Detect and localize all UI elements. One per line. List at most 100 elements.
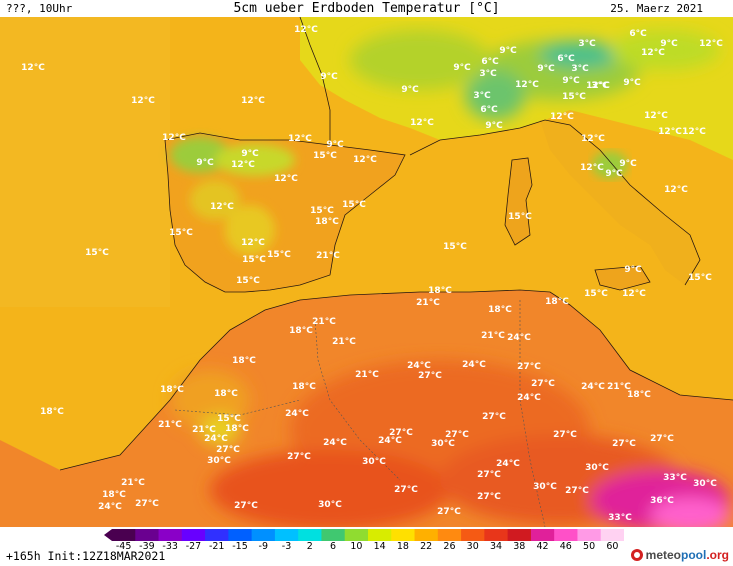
temperature-label: 12°C [658, 127, 682, 137]
temperature-label: 27°C [418, 371, 442, 381]
temperature-label: 15°C [584, 289, 608, 299]
temperature-label: 9°C [196, 158, 214, 168]
temperature-label: 27°C [565, 486, 589, 496]
scale-tick-label: 14 [373, 541, 386, 552]
scale-tick-label: -9 [258, 541, 269, 552]
temperature-label: 18°C [488, 305, 512, 315]
sicily [595, 266, 650, 290]
temperature-label: 12°C [664, 185, 688, 195]
temperature-label: 3°C [571, 64, 589, 74]
scale-swatch [321, 529, 346, 541]
temperature-label: 12°C [210, 202, 234, 212]
temperature-label: 12°C [550, 112, 574, 122]
temperature-label: 6°C [629, 29, 647, 39]
temperature-label: 12°C [294, 25, 318, 35]
temperature-label: 9°C [562, 76, 580, 86]
scale-swatch [344, 529, 369, 541]
temperature-label: 15°C [236, 276, 260, 286]
temperature-label: 12°C [410, 118, 434, 128]
temperature-label: 15°C [688, 273, 712, 283]
temperature-label: 27°C [234, 501, 258, 511]
scale-swatch [112, 529, 136, 541]
scale-swatch [461, 529, 485, 541]
meteopool-logo[interactable]: meteopool.org [630, 547, 729, 563]
temperature-label: 3°C [473, 91, 491, 101]
temperature-label: 15°C [562, 92, 586, 102]
scale-swatch [554, 529, 578, 541]
scale-swatch [391, 529, 416, 541]
temperature-label: 18°C [289, 326, 313, 336]
temperature-label: 15°C [508, 212, 532, 222]
map-title: 5cm ueber Erdboden Temperatur [°C] [233, 1, 500, 16]
scale-tick-label: 2 [306, 541, 313, 552]
temperature-label: 12°C [288, 134, 312, 144]
temperature-label: 18°C [545, 297, 569, 307]
temperature-label: 15°C [85, 248, 109, 258]
scale-swatch [205, 529, 229, 541]
scale-swatch [600, 529, 624, 541]
temperature-label: 15°C [169, 228, 193, 238]
header-bar: ???, 10Uhr 5cm ueber Erdboden Temperatur… [0, 0, 733, 17]
temperature-label: 27°C [612, 439, 636, 449]
italy [540, 120, 700, 285]
temperature-label: 3°C [591, 81, 609, 91]
scale-swatch [298, 529, 322, 541]
temperature-label: 9°C [453, 63, 471, 73]
temperature-label: 21°C [316, 251, 340, 261]
temperature-label: 9°C [537, 64, 555, 74]
temperature-label: 30°C [533, 482, 557, 492]
scale-tick-label: 42 [536, 541, 549, 552]
temperature-label: 27°C [216, 445, 240, 455]
temperature-label: 36°C [650, 496, 674, 506]
scale-tick-label: 6 [330, 541, 337, 552]
scale-tick-label: 38 [513, 541, 526, 552]
temperature-label: 27°C [437, 507, 461, 517]
scale-swatch [414, 529, 439, 541]
temperature-label: 18°C [102, 490, 126, 500]
temperature-label: 27°C [445, 430, 469, 440]
temperature-label: 30°C [318, 500, 342, 510]
temperature-label: 6°C [557, 54, 575, 64]
scale-tick-label: 50 [583, 541, 596, 552]
temperature-label: 12°C [682, 127, 706, 137]
temperature-label: 24°C [285, 409, 309, 419]
temperature-label: 18°C [232, 356, 256, 366]
scale-tick-label: -21 [208, 541, 225, 552]
temperature-label: 18°C [225, 424, 249, 434]
temperature-label: 24°C [517, 393, 541, 403]
temperature-label: 27°C [477, 492, 501, 502]
temperature-label: 24°C [407, 361, 431, 371]
temperature-label: 6°C [480, 105, 498, 115]
scale-tick-label: 22 [420, 541, 433, 552]
temperature-label: 15°C [310, 206, 334, 216]
temperature-label: 12°C [241, 238, 265, 248]
temperature-label: 12°C [162, 133, 186, 143]
temperature-label: 9°C [619, 159, 637, 169]
scale-swatch [228, 529, 253, 541]
scale-tick-label: 30 [466, 541, 479, 552]
scale-swatch [251, 529, 276, 541]
temperature-label: 18°C [315, 217, 339, 227]
temperature-label: 21°C [312, 317, 336, 327]
temperature-label: 30°C [585, 463, 609, 473]
temperature-label: 27°C [517, 362, 541, 372]
temperature-label: 9°C [241, 149, 259, 159]
temperature-label: 21°C [332, 337, 356, 347]
temperature-label: 18°C [428, 286, 452, 296]
temperature-label: 15°C [313, 151, 337, 161]
coastlines [59, 17, 733, 471]
temperature-label: 9°C [499, 46, 517, 56]
scale-swatch [577, 529, 602, 541]
temperature-label: 15°C [342, 200, 366, 210]
temperature-label: 15°C [267, 250, 291, 260]
temperature-label: 18°C [40, 407, 64, 417]
temperature-label: 12°C [699, 39, 723, 49]
temperature-label: 12°C [274, 174, 298, 184]
iberia-cold [170, 137, 295, 255]
temperature-label: 3°C [479, 69, 497, 79]
temperature-label: 6°C [481, 57, 499, 67]
temperature-label: 18°C [214, 389, 238, 399]
scale-swatch [530, 529, 555, 541]
temperature-label: 33°C [608, 513, 632, 523]
cold-zones [350, 30, 720, 120]
